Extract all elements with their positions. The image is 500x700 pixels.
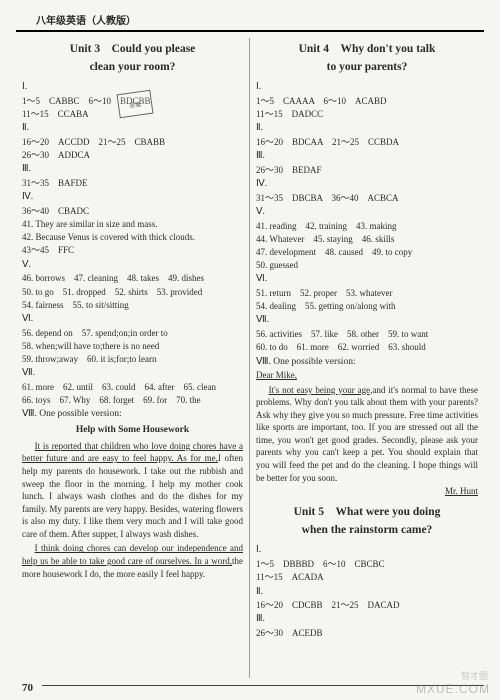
section-label: Ⅲ. xyxy=(22,163,243,176)
answer-line: 41. reading 42. training 43. making xyxy=(256,220,478,232)
essay-paragraph: I think doing chores can develop our ind… xyxy=(22,542,243,580)
section-label: Ⅳ. xyxy=(22,191,243,204)
watermark-main: MXUE.COM xyxy=(416,682,490,696)
essay-title: Help with Some Housework xyxy=(22,424,243,437)
essay-paragraph: It is reported that children who love do… xyxy=(22,440,243,541)
essay-paragraph: It's not easy being your age,and it's no… xyxy=(256,384,478,485)
answer-line: 50. guessed xyxy=(256,259,478,271)
answer-line: 31～35 DBCBA 36～40 ACBCA xyxy=(256,192,478,204)
answer-line: 60. to do 61. more 62. worried 63. shoul… xyxy=(256,341,478,353)
answer-line: 66. toys 67. Why 68. forget 69. for 70. … xyxy=(22,394,243,406)
unit5-title: Unit 5 What were you doing xyxy=(256,505,478,521)
answer-line: 54. fairness 55. to sit/sitting xyxy=(22,299,243,311)
letter-greeting: Dear Mike, xyxy=(256,369,478,381)
unit3-title: Unit 3 Could you please xyxy=(22,42,243,58)
section-label: Ⅴ. xyxy=(22,259,243,272)
section-label: Ⅵ. xyxy=(256,273,478,286)
section-label: Ⅲ. xyxy=(256,613,478,626)
answer-line: 16～20 ACCDD 21～25 CBABB xyxy=(22,136,243,148)
section-label: Ⅷ. One possible version: xyxy=(22,408,243,421)
answer-line: 59. throw;away 60. it is;for;to learn xyxy=(22,353,243,365)
answer-line: 16～20 CDCBB 21～25 DACAD xyxy=(256,599,478,611)
section-label: Ⅰ. xyxy=(256,544,478,557)
essay-underline: I think doing chores can develop our ind… xyxy=(22,543,243,566)
section-label: Ⅶ. xyxy=(22,367,243,380)
essay-underline: It is reported that children who love do… xyxy=(22,441,243,464)
unit3-subtitle: clean your room? xyxy=(22,60,243,76)
left-column: Unit 3 Could you please clean your room?… xyxy=(16,38,250,678)
unit4-subtitle: to your parents? xyxy=(256,60,478,76)
answer-line: 44. Whatever 45. staying 46. skills xyxy=(256,233,478,245)
section-label: Ⅱ. xyxy=(22,122,243,135)
answer-line: 61. more 62. until 63. could 64. after 6… xyxy=(22,381,243,393)
unit5-subtitle: when the rainstorm came? xyxy=(256,523,478,539)
answer-line: 43～45 FFC xyxy=(22,244,243,256)
essay-underline: It's not easy being your age, xyxy=(269,385,373,395)
answer-line: 41. They are similar in size and mass. xyxy=(22,218,243,230)
answer-line: 51. return 52. proper 53. whatever xyxy=(256,287,478,299)
answer-line: 54. dealing 55. getting on/along with xyxy=(256,300,478,312)
section-label: Ⅳ. xyxy=(256,178,478,191)
essay-text: I often help my parents do housework. I … xyxy=(22,453,243,539)
essay-text: and it's normal to have these problems. … xyxy=(256,385,478,483)
answer-line: 26～30 BEDAF xyxy=(256,164,478,176)
answer-line: 26～30 ADDCA xyxy=(22,149,243,161)
answer-line: 26～30 ACEDB xyxy=(256,627,478,639)
right-column: Unit 4 Why don't you talk to your parent… xyxy=(250,38,484,678)
answer-line: 16～20 BDCAA 21～25 CCBDA xyxy=(256,136,478,148)
section-label: Ⅲ. xyxy=(256,150,478,163)
answer-line: 31～35 BAFDE xyxy=(22,177,243,189)
answer-line: 47. development 48. caused 49. to copy xyxy=(256,246,478,258)
answer-line: 36～40 CBADC xyxy=(22,205,243,217)
answer-line: 58. when;will have to;there is no need xyxy=(22,340,243,352)
section-label: Ⅴ. xyxy=(256,206,478,219)
answer-line: 46. borrows 47. cleaning 48. takes 49. d… xyxy=(22,272,243,284)
page-header: 八年级英语（人教版） xyxy=(16,12,484,27)
section-label: Ⅱ. xyxy=(256,122,478,135)
watermark-small: 智才圈 xyxy=(461,669,488,682)
page-number: 70 xyxy=(22,682,33,694)
answer-line: 56. activities 57. like 58. other 59. to… xyxy=(256,328,478,340)
unit4-title: Unit 4 Why don't you talk xyxy=(256,42,478,58)
section-label: Ⅶ. xyxy=(256,314,478,327)
section-label: Ⅵ. xyxy=(22,313,243,326)
answer-line: 11～15 DADCC xyxy=(256,108,478,120)
letter-signature: Mr. Hunt xyxy=(256,485,478,497)
answer-line: 1～5 DBBBD 6～10 CBCBC xyxy=(256,558,478,570)
answer-line: 56. depend on 57. spend;on;in order to xyxy=(22,327,243,339)
answer-line: 1～5 CAAAA 6～10 ACABD xyxy=(256,95,478,107)
stamp-mark: 答案 xyxy=(116,90,153,118)
content-columns: Unit 3 Could you please clean your room?… xyxy=(16,38,484,678)
answer-line: 50. to go 51. dropped 52. shirts 53. pro… xyxy=(22,286,243,298)
header-divider xyxy=(16,30,484,32)
answer-line: 11～15 ACADA xyxy=(256,571,478,583)
answer-line: 42. Because Venus is covered with thick … xyxy=(22,231,243,243)
section-label: Ⅷ. One possible version: xyxy=(256,356,478,369)
section-label: Ⅰ. xyxy=(256,81,478,94)
section-label: Ⅱ. xyxy=(256,586,478,599)
